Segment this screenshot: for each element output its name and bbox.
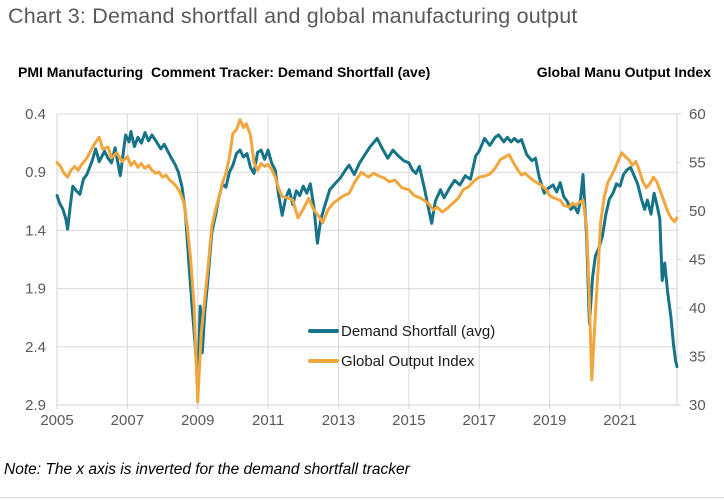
right-axis-title: Global Manu Output Index [536, 64, 711, 80]
svg-text:40: 40 [689, 300, 706, 317]
svg-text:2.9: 2.9 [25, 397, 46, 414]
svg-text:55: 55 [689, 155, 706, 172]
tick-labels: 0.4 0.9 1.4 1.9 2.4 2.9 60 55 50 45 40 35 30 2005 2007… [25, 106, 706, 429]
global-output-line [55, 118, 679, 404]
legend-label-demand-shortfall: Demand Shortfall (avg) [341, 322, 496, 340]
svg-text:1.4: 1.4 [25, 222, 46, 239]
svg-text:2013: 2013 [322, 412, 355, 429]
global-output-line-swatch [308, 359, 339, 363]
demand-shortfall-line-swatch [308, 329, 339, 333]
svg-text:2017: 2017 [463, 412, 496, 429]
legend-item-global-output: Global Output Index [308, 346, 495, 376]
legend-label-global-output: Global Output Index [341, 352, 475, 370]
legend-item-demand-shortfall: Demand Shortfall (avg) [308, 316, 495, 346]
svg-text:2009: 2009 [181, 412, 214, 429]
footnote: Note: The x axis is inverted for the dem… [4, 461, 410, 478]
svg-text:2005: 2005 [40, 412, 73, 429]
svg-text:2021: 2021 [603, 412, 636, 429]
demand-shortfall-line [55, 130, 679, 388]
svg-text:2011: 2011 [252, 412, 284, 429]
left-axis-title: PMI Manufacturing Comment Tracker: Deman… [18, 64, 431, 80]
svg-text:2015: 2015 [392, 412, 425, 429]
svg-text:50: 50 [689, 203, 706, 220]
bottom-divider [0, 497, 724, 498]
chart-legend: Demand Shortfall (avg) Global Output Ind… [308, 316, 495, 376]
chart-plot: 0.4 0.9 1.4 1.9 2.4 2.9 60 55 50 45 40 35 30 2005 2007… [25, 106, 706, 429]
svg-text:2019: 2019 [533, 412, 566, 429]
svg-text:30: 30 [689, 397, 706, 414]
chart-title: Chart 3: Demand shortfall and global man… [8, 4, 578, 28]
svg-text:1.9: 1.9 [25, 281, 46, 298]
svg-text:0.4: 0.4 [25, 106, 46, 123]
svg-text:60: 60 [689, 106, 706, 123]
svg-text:0.9: 0.9 [25, 164, 46, 181]
svg-text:45: 45 [689, 252, 706, 269]
svg-text:35: 35 [689, 349, 706, 366]
svg-text:2.4: 2.4 [25, 339, 46, 356]
svg-text:2007: 2007 [111, 412, 144, 429]
